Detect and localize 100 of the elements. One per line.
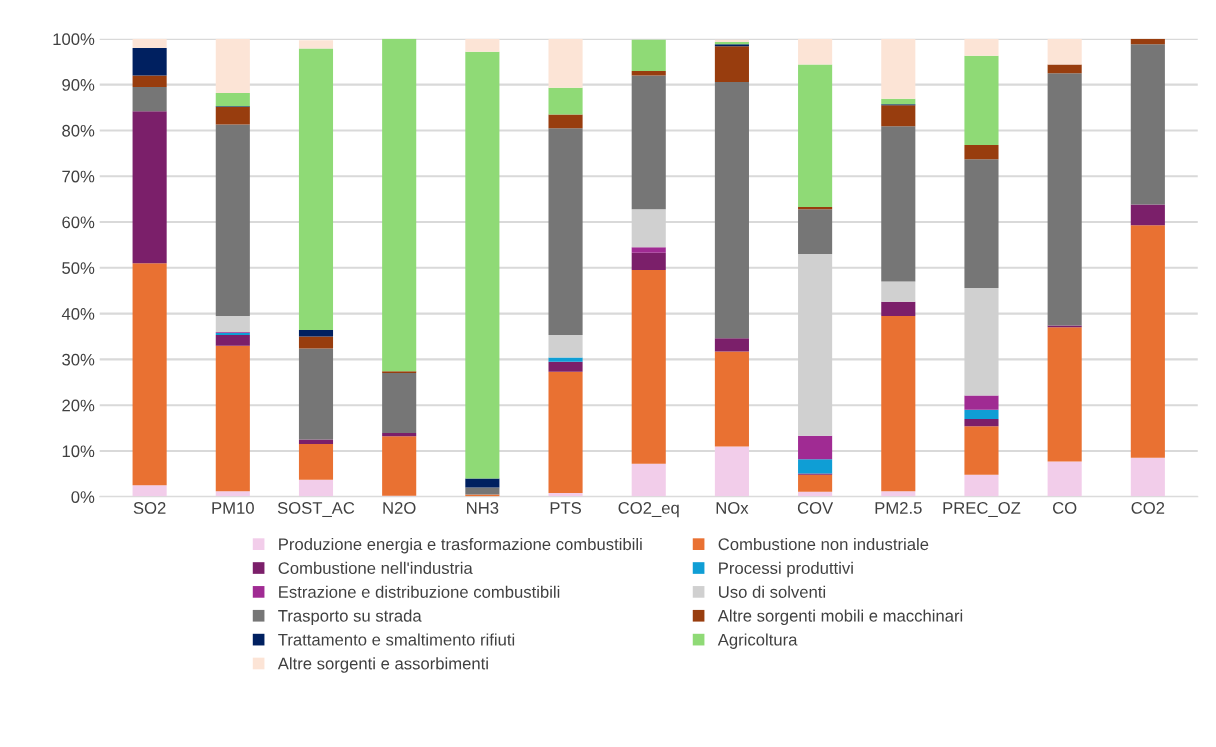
bar	[132, 48, 167, 76]
bar	[631, 463, 666, 497]
legend-label: Agricoltura	[717, 633, 798, 649]
bar	[382, 373, 417, 434]
y-tick-label: 80%	[62, 124, 95, 137]
bar	[215, 38, 250, 93]
bar	[631, 39, 666, 71]
bar	[548, 335, 583, 358]
bar	[382, 433, 417, 437]
bar	[132, 75, 167, 87]
bar	[714, 338, 749, 352]
bar	[631, 270, 666, 464]
x-tick-label: NH3	[467, 502, 499, 514]
bar	[548, 87, 583, 115]
bar	[548, 38, 583, 88]
y-tick-label: 40%	[61, 307, 95, 320]
bar	[881, 98, 916, 105]
bar	[631, 252, 666, 271]
x-tick-label: SO2	[133, 502, 166, 514]
legend-label: Estrazione e distribuzione combustibili	[279, 585, 560, 598]
bar	[714, 351, 749, 447]
bar	[881, 301, 916, 316]
legend-label: Trattamento e smaltimento rifiuti	[278, 633, 515, 646]
bar	[798, 474, 833, 492]
bar	[215, 491, 250, 497]
x-tick-label: COV	[797, 502, 834, 514]
legend-label: Altre sorgenti mobili e macchinari	[717, 609, 963, 626]
y-tick-label: 30%	[62, 353, 95, 366]
y-tick-label: 70%	[62, 170, 95, 183]
bar	[132, 485, 167, 497]
bar	[964, 55, 999, 146]
bar	[964, 395, 999, 410]
bar	[548, 371, 583, 494]
y-tick-label: 60%	[62, 216, 95, 229]
legend-label: Processi produttivi	[719, 561, 853, 578]
bar	[298, 348, 334, 440]
bar	[798, 209, 833, 255]
bar	[798, 64, 833, 207]
bar	[215, 315, 250, 332]
bar	[964, 159, 999, 288]
bar	[548, 114, 583, 129]
bar	[465, 478, 500, 488]
x-tick-label: PTS	[550, 502, 581, 514]
bar	[1130, 38, 1165, 45]
bar	[298, 444, 334, 480]
bar	[631, 75, 666, 210]
bar	[964, 38, 999, 56]
x-tick-label: PM2.5	[875, 502, 922, 514]
x-tick-label: CO	[1053, 502, 1077, 514]
legend-label: Combustione non industriale	[718, 537, 929, 551]
bar	[382, 38, 417, 372]
bar	[465, 51, 500, 479]
legend-label: Uso di solventi	[719, 585, 826, 598]
bar	[964, 474, 999, 497]
bar	[298, 40, 334, 49]
y-tick-label: 100%	[53, 33, 95, 46]
bar	[382, 436, 417, 496]
y-tick-label: 20%	[62, 399, 95, 412]
bar	[881, 38, 916, 99]
bar	[1130, 44, 1165, 205]
bar	[298, 48, 334, 331]
y-tick-label: 90%	[62, 79, 95, 91]
x-tick-label: CO2	[1131, 502, 1165, 514]
y-tick-label: 50%	[62, 262, 95, 274]
bar	[215, 124, 250, 316]
bar	[881, 126, 916, 282]
legend-label: Produzione energia e trasformazione combustibili	[279, 537, 642, 554]
bar	[1047, 327, 1082, 462]
bar	[132, 38, 167, 48]
bar	[964, 145, 999, 160]
legend-label: Combustione nell'industria	[278, 561, 473, 575]
bar	[714, 81, 749, 339]
bar	[714, 446, 749, 497]
bar	[298, 479, 334, 497]
bar	[215, 335, 250, 346]
bar	[215, 345, 250, 492]
bar	[798, 459, 833, 474]
bar	[1130, 457, 1165, 497]
bar	[881, 315, 916, 492]
y-tick-label: 0%	[71, 491, 95, 503]
bar	[298, 330, 334, 337]
x-tick-label: NOx	[716, 502, 749, 514]
bar	[1130, 204, 1165, 226]
bar	[1047, 461, 1082, 497]
x-tick-label: CO2_eq	[618, 502, 679, 518]
bar	[548, 357, 583, 362]
bar	[548, 361, 583, 372]
bar	[1047, 73, 1082, 326]
bar	[881, 105, 916, 127]
x-tick-label: PM10	[212, 502, 254, 514]
x-tick-label: SOST_AC	[277, 502, 355, 518]
legend-label: Trasporto su strada	[278, 609, 422, 626]
bar	[714, 46, 749, 82]
bar	[215, 92, 250, 107]
bar	[132, 263, 167, 486]
bar	[132, 111, 167, 264]
legend-label: Altre sorgenti e assorbimenti	[277, 657, 488, 673]
x-tick-label: PREC_OZ	[943, 502, 1021, 518]
bar	[631, 247, 666, 253]
bar	[1047, 38, 1082, 65]
